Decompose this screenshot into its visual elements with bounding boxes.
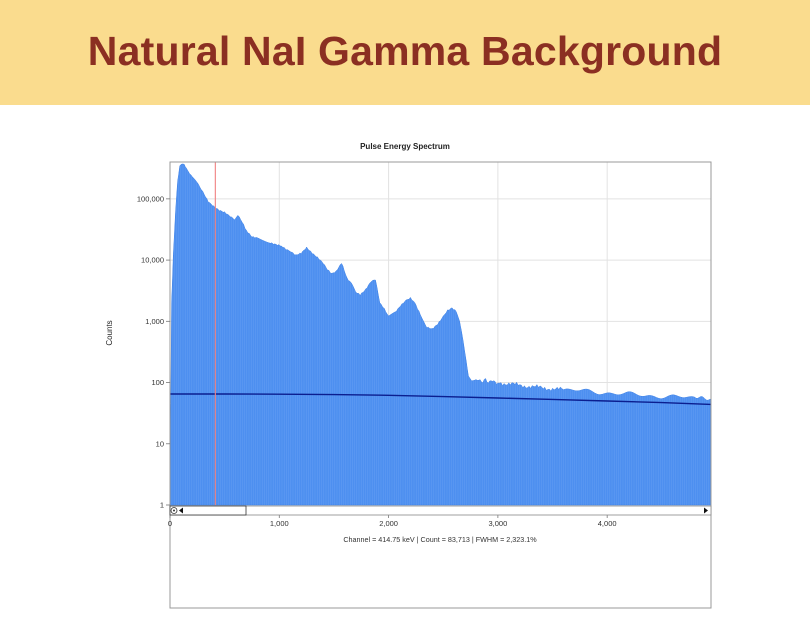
y-tick-label: 100	[151, 378, 164, 387]
scrollbar-thumb[interactable]	[169, 505, 247, 516]
y-tick-label: 1	[160, 501, 164, 510]
y-axis-label: Counts	[105, 320, 114, 345]
chart-title: Pulse Energy Spectrum	[360, 142, 450, 151]
scroll-right-icon[interactable]	[704, 507, 708, 514]
horizontal-scrollbar[interactable]	[169, 505, 712, 516]
y-tick-label: 100,000	[137, 194, 164, 203]
x-tick-label: 1,000	[270, 519, 289, 528]
scroll-left-icon[interactable]	[179, 507, 183, 514]
plot-frame	[169, 161, 712, 609]
slide-title: Natural NaI Gamma Background	[87, 28, 723, 74]
x-tick-label: 0	[168, 519, 172, 528]
baseline-fit-line	[170, 393, 712, 406]
y-tick-label: 10,000	[141, 256, 164, 265]
spectrum-chart: Pulse Energy Spectrum 1101001,00010,0001…	[105, 142, 712, 609]
y-tick-label: 1,000	[145, 317, 164, 326]
x-tick-label: 4,000	[598, 519, 617, 528]
x-tick-label: 2,000	[379, 519, 398, 528]
title-band	[0, 0, 810, 105]
axes-labels: 1 10 100 1,000 10,000 100,000 0 1,000 2,000 3,000…	[137, 194, 617, 528]
status-readout: Channel = 414.75 keV | Count = 83,713 | …	[343, 535, 537, 544]
scrollbar-reset-icon[interactable]	[170, 507, 178, 514]
scrollbar-track[interactable]	[169, 505, 712, 516]
y-tick-label: 10	[156, 439, 164, 448]
chart-container: Pulse Energy Spectrum 1 10 100 1,000 10,000 1…	[0, 105, 810, 630]
x-tick-label: 3,000	[488, 519, 507, 528]
